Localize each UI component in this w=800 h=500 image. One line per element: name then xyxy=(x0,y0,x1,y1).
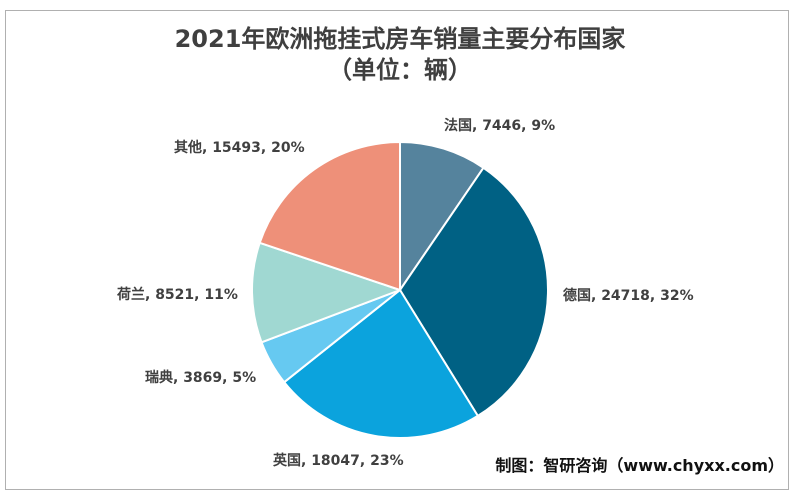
pie-label-sweden: 瑞典, 3869, 5% xyxy=(145,370,257,386)
pie-label-germany: 德国, 24718, 32% xyxy=(563,288,694,304)
pie-slice-其他 xyxy=(258,141,401,291)
chart-title-line2: （单位：辆） xyxy=(328,56,472,84)
pie-slice-英国 xyxy=(283,289,479,439)
pie-chart xyxy=(240,130,560,450)
pie-chart-svg xyxy=(251,141,549,439)
pie-slice-荷兰 xyxy=(251,241,401,344)
pie-slice-德国 xyxy=(399,166,549,417)
chart-title: 2021年欧洲拖挂式房车销量主要分布国家 （单位：辆） xyxy=(0,24,800,86)
pie-label-others: 其他, 15493, 20% xyxy=(174,140,305,156)
pie-label-france: 法国, 7446, 9% xyxy=(444,118,556,134)
pie-label-uk: 英国, 18047, 23% xyxy=(273,453,404,469)
pie-label-netherlands: 荷兰, 8521, 11% xyxy=(117,287,238,303)
pie-slice-法国 xyxy=(399,141,485,291)
source-credit: 制图：智研咨询（www.chyxx.com） xyxy=(495,456,784,475)
chart-title-line1: 2021年欧洲拖挂式房车销量主要分布国家 xyxy=(174,25,626,53)
